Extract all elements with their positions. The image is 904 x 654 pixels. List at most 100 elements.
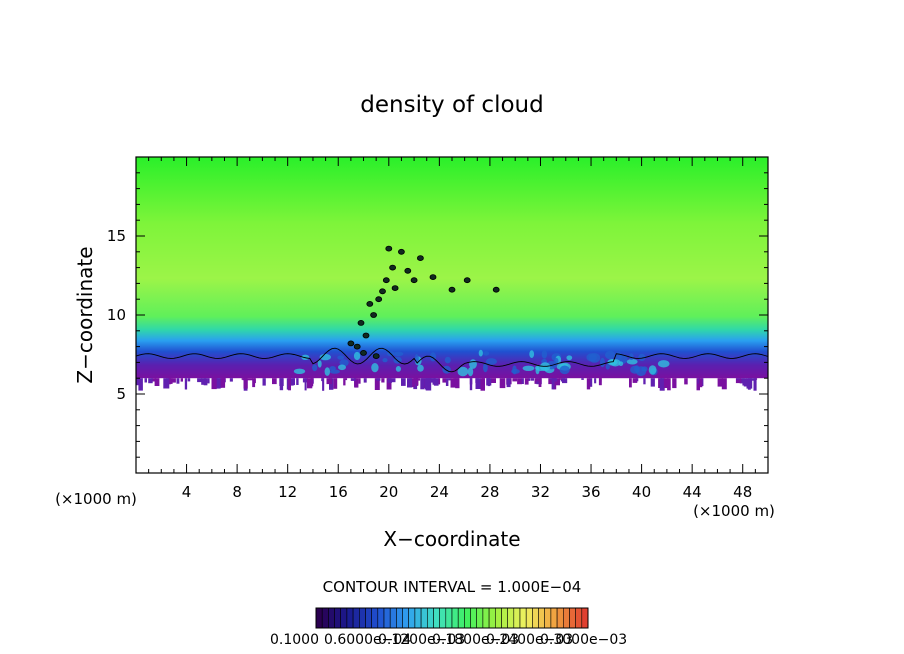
cloud-bottom-fringe <box>562 378 568 384</box>
cloud-turbulence <box>512 365 517 375</box>
contour-cell <box>372 353 380 360</box>
x-axis-label: X−coordinate <box>383 527 520 551</box>
cloud-bottom-fringe <box>469 378 473 391</box>
cloud-bottom-fringe <box>490 378 496 383</box>
colorbar-swatch <box>544 607 552 629</box>
cloud-bottom-fringe <box>163 378 170 389</box>
cloud-turbulence <box>605 350 616 360</box>
cloud-bottom-fringe <box>176 378 180 384</box>
cloud-bottom-fringe <box>136 378 140 386</box>
cloud-bottom-fringe <box>717 378 723 387</box>
cloud-bottom-fringe <box>148 378 153 384</box>
cloud-bottom-fringe <box>413 378 418 384</box>
colorbar-swatch <box>408 607 416 629</box>
colorbar-label: 0.3000e−03 <box>540 632 627 648</box>
cloud-bottom-fringe <box>663 378 669 388</box>
colorbar-swatch <box>556 607 564 629</box>
cloud-bottom-fringe <box>344 378 348 381</box>
cloud-bottom-fringe <box>750 378 756 381</box>
colorbar-swatch <box>389 607 397 629</box>
cloud-turbulence <box>324 367 330 376</box>
colorbar-swatch <box>519 607 527 629</box>
cloud-turbulence <box>371 363 379 373</box>
cloud-bottom-fringe <box>247 378 254 381</box>
cloud-bottom-fringe <box>527 378 530 381</box>
cloud-bottom-fringe <box>220 378 226 388</box>
cloud-turbulence <box>600 357 605 368</box>
cloud-base-contour <box>136 347 768 373</box>
cloud-bottom-fringe <box>442 378 446 383</box>
cloud-turbulence <box>638 353 646 361</box>
cloud-bottom-fringe <box>499 378 506 389</box>
colorbar-swatch <box>470 607 477 629</box>
x-tick-label: 48 <box>733 483 752 501</box>
cloud-turbulence <box>457 366 469 377</box>
cloud-bottom-fringe <box>292 378 295 386</box>
cloud-turbulence <box>319 353 331 361</box>
cloud-bottom-fringe <box>599 378 602 382</box>
cloud-bottom-fringe <box>486 378 492 386</box>
colorbar-swatch <box>581 607 589 629</box>
colorbar-swatch <box>451 607 459 629</box>
cloud-bottom-fringe <box>735 378 742 384</box>
cloud-turbulence <box>417 364 424 372</box>
cloud-turbulence <box>478 349 483 357</box>
cloud-bottom-fringe <box>659 378 665 391</box>
contour-cell <box>362 332 370 339</box>
cloud-bottom-fringe <box>455 378 460 389</box>
cloud-turbulence <box>329 366 336 371</box>
colorbar-swatch <box>414 607 422 629</box>
cloud-bottom-fringe <box>742 378 745 386</box>
cloud-bottom-fringe <box>350 378 356 381</box>
cloud-bottom-fringe <box>296 378 299 385</box>
cloud-bottom-fringe <box>424 378 430 386</box>
contour-cell <box>410 277 418 284</box>
cloud-bottom-fringe <box>521 378 524 384</box>
colorbar-swatch <box>575 607 583 629</box>
colorbar-swatch <box>525 607 533 629</box>
cloud-bottom-fringe <box>594 378 597 384</box>
cloud-bottom-fringe <box>151 378 157 382</box>
cloud-bottom-fringe <box>211 378 217 390</box>
cloud-turbulence <box>553 357 559 364</box>
colorbar-swatch <box>562 607 570 629</box>
cloud-bottom-fringe <box>333 378 338 389</box>
cloud-bottom-fringe <box>736 378 740 380</box>
cloud-turbulence <box>566 355 573 361</box>
x-tick-label: 16 <box>329 483 348 501</box>
cloud-bottom-fringe <box>747 378 751 390</box>
contour-cell <box>353 343 361 350</box>
cloud-bottom-fringe <box>216 378 222 388</box>
cloud-turbulence <box>522 365 535 371</box>
colorbar-swatch <box>464 607 471 629</box>
contour-cell <box>370 312 378 318</box>
colorbar-swatch <box>569 607 576 629</box>
cloud-bottom-fringe <box>753 378 757 391</box>
cloud-density-field <box>136 157 768 379</box>
colorbar-swatch <box>482 607 490 629</box>
contour-cell <box>347 340 355 347</box>
contour-cell <box>463 277 471 284</box>
cloud-bottom-fringe <box>322 378 325 391</box>
cloud-bottom-fringe <box>586 378 591 390</box>
cloud-bottom-fringe <box>184 378 188 390</box>
colorbar-swatch <box>402 607 409 629</box>
colorbar-swatch <box>346 607 354 629</box>
colorbar-swatch <box>457 607 465 629</box>
cloud-bottom-fringe <box>667 378 671 391</box>
y-axis-units: (×1000 m) <box>55 490 137 508</box>
contour-cell <box>492 286 500 293</box>
cloud-fluctuations <box>136 349 758 391</box>
x-tick-label: 8 <box>232 483 242 501</box>
cloud-bottom-fringe <box>739 378 744 384</box>
colorbar-frame <box>315 607 589 629</box>
cloud-turbulence <box>483 351 490 356</box>
cloud-bottom-fringe <box>429 378 435 383</box>
cloud-bottom-fringe <box>517 378 523 385</box>
cloud-bottom-fringe <box>530 378 534 381</box>
colorbar-swatch <box>334 607 341 629</box>
x-axis-units: (×1000 m) <box>693 502 775 520</box>
cloud-turbulence <box>395 366 401 372</box>
colorbar-label: 0.1000 <box>270 632 319 648</box>
colorbar-swatch <box>494 607 502 629</box>
